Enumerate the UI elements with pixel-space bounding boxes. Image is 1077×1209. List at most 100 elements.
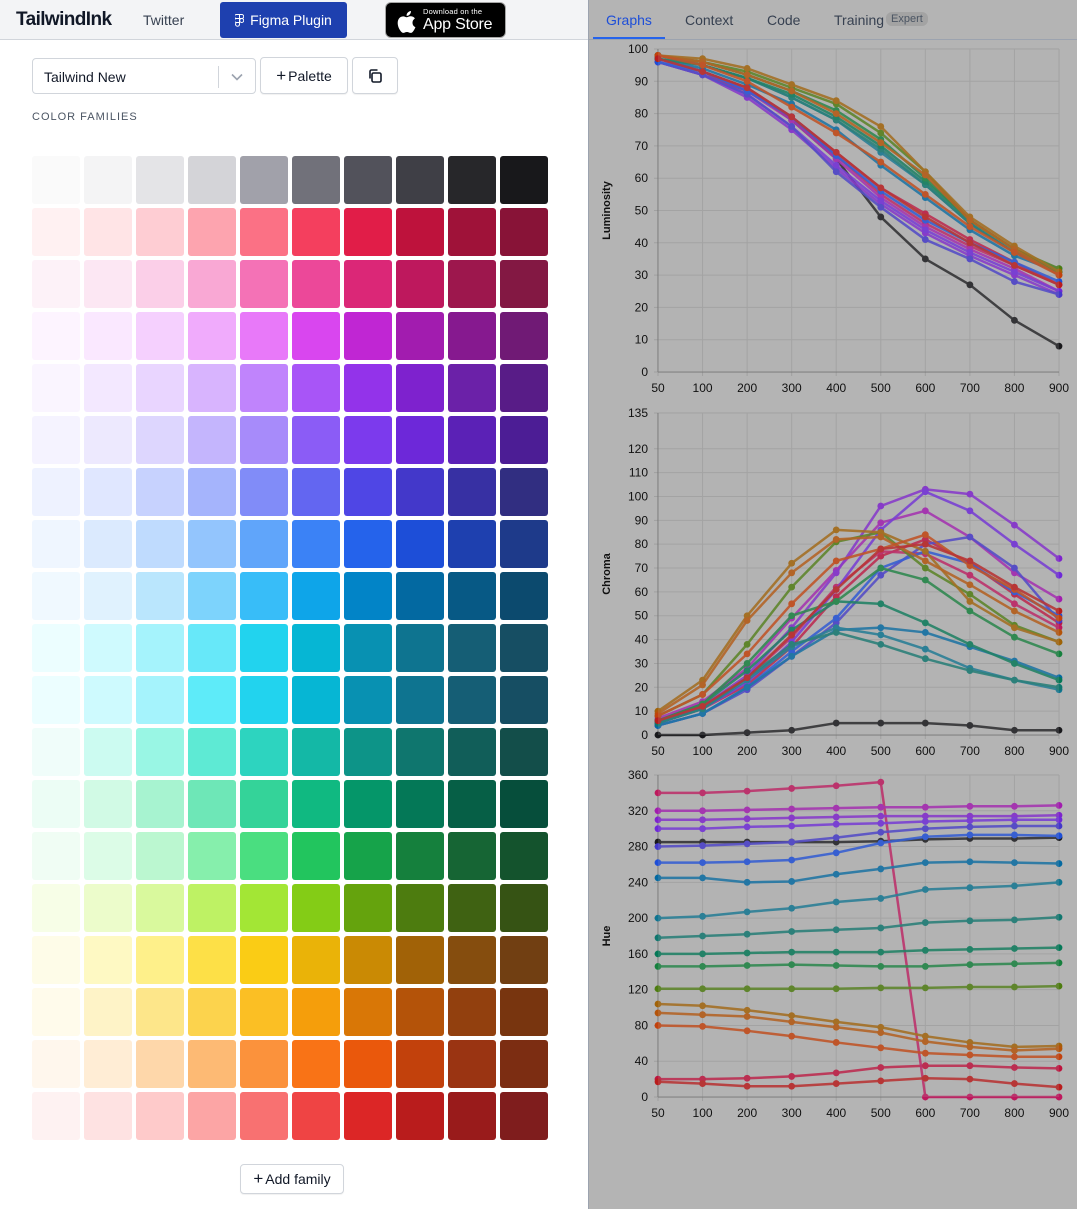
swatch-sky-2[interactable] bbox=[136, 572, 184, 620]
swatch-emerald-1[interactable] bbox=[84, 780, 132, 828]
swatch-fuchsia-3[interactable] bbox=[188, 312, 236, 360]
swatch-cyan-3[interactable] bbox=[188, 624, 236, 672]
swatch-amber-9[interactable] bbox=[500, 988, 548, 1036]
swatch-indigo-6[interactable] bbox=[344, 468, 392, 516]
swatch-sky-6[interactable] bbox=[344, 572, 392, 620]
tab-training[interactable]: Training bbox=[834, 12, 885, 28]
swatch-orange-4[interactable] bbox=[240, 1040, 288, 1088]
swatch-cyan-2-5[interactable] bbox=[292, 676, 340, 724]
tab-context[interactable]: Context bbox=[685, 12, 734, 28]
swatch-cyan-2-6[interactable] bbox=[344, 676, 392, 724]
swatch-yellow-1[interactable] bbox=[84, 936, 132, 984]
swatch-yellow-3[interactable] bbox=[188, 936, 236, 984]
swatch-green-6[interactable] bbox=[344, 832, 392, 880]
swatch-rose-2[interactable] bbox=[136, 208, 184, 256]
swatch-yellow-8[interactable] bbox=[448, 936, 496, 984]
swatch-violet-6[interactable] bbox=[344, 416, 392, 464]
swatch-sky-7[interactable] bbox=[396, 572, 444, 620]
swatch-cyan-7[interactable] bbox=[396, 624, 444, 672]
swatch-cyan-5[interactable] bbox=[292, 624, 340, 672]
swatch-orange-1[interactable] bbox=[84, 1040, 132, 1088]
swatch-amber-3[interactable] bbox=[188, 988, 236, 1036]
swatch-cyan-1[interactable] bbox=[84, 624, 132, 672]
swatch-emerald-7[interactable] bbox=[396, 780, 444, 828]
swatch-lime-3[interactable] bbox=[188, 884, 236, 932]
swatch-blue-4[interactable] bbox=[240, 520, 288, 568]
swatch-sky-9[interactable] bbox=[500, 572, 548, 620]
swatch-teal-3[interactable] bbox=[188, 728, 236, 776]
swatch-red-0[interactable] bbox=[32, 1092, 80, 1140]
swatch-purple-0[interactable] bbox=[32, 364, 80, 412]
swatch-teal-1[interactable] bbox=[84, 728, 132, 776]
swatch-emerald-2[interactable] bbox=[136, 780, 184, 828]
swatch-purple-1[interactable] bbox=[84, 364, 132, 412]
swatch-sky-8[interactable] bbox=[448, 572, 496, 620]
swatch-purple-8[interactable] bbox=[448, 364, 496, 412]
swatch-cyan-2-2[interactable] bbox=[136, 676, 184, 724]
swatch-green-4[interactable] bbox=[240, 832, 288, 880]
swatch-cyan-2-3[interactable] bbox=[188, 676, 236, 724]
swatch-rose-9[interactable] bbox=[500, 208, 548, 256]
swatch-pink-3[interactable] bbox=[188, 260, 236, 308]
swatch-cyan-2[interactable] bbox=[136, 624, 184, 672]
swatch-pink-5[interactable] bbox=[292, 260, 340, 308]
swatch-zinc-5[interactable] bbox=[292, 156, 340, 204]
swatch-lime-6[interactable] bbox=[344, 884, 392, 932]
swatch-red-3[interactable] bbox=[188, 1092, 236, 1140]
swatch-indigo-2[interactable] bbox=[136, 468, 184, 516]
swatch-indigo-7[interactable] bbox=[396, 468, 444, 516]
swatch-cyan-2-9[interactable] bbox=[500, 676, 548, 724]
swatch-red-1[interactable] bbox=[84, 1092, 132, 1140]
add-palette-button[interactable]: + Palette bbox=[260, 57, 348, 94]
swatch-cyan-9[interactable] bbox=[500, 624, 548, 672]
swatch-emerald-5[interactable] bbox=[292, 780, 340, 828]
swatch-green-3[interactable] bbox=[188, 832, 236, 880]
swatch-cyan-2-4[interactable] bbox=[240, 676, 288, 724]
tab-graphs[interactable]: Graphs bbox=[606, 12, 652, 28]
swatch-emerald-4[interactable] bbox=[240, 780, 288, 828]
swatch-blue-0[interactable] bbox=[32, 520, 80, 568]
twitter-link[interactable]: Twitter bbox=[143, 12, 185, 28]
swatch-red-2[interactable] bbox=[136, 1092, 184, 1140]
swatch-yellow-7[interactable] bbox=[396, 936, 444, 984]
swatch-zinc-7[interactable] bbox=[396, 156, 444, 204]
swatch-teal-8[interactable] bbox=[448, 728, 496, 776]
swatch-pink-4[interactable] bbox=[240, 260, 288, 308]
swatch-emerald-8[interactable] bbox=[448, 780, 496, 828]
swatch-rose-4[interactable] bbox=[240, 208, 288, 256]
swatch-purple-5[interactable] bbox=[292, 364, 340, 412]
swatch-amber-7[interactable] bbox=[396, 988, 444, 1036]
swatch-blue-1[interactable] bbox=[84, 520, 132, 568]
swatch-indigo-0[interactable] bbox=[32, 468, 80, 516]
swatch-green-5[interactable] bbox=[292, 832, 340, 880]
swatch-emerald-3[interactable] bbox=[188, 780, 236, 828]
swatch-fuchsia-9[interactable] bbox=[500, 312, 548, 360]
copy-palette-button[interactable] bbox=[352, 57, 398, 94]
swatch-violet-7[interactable] bbox=[396, 416, 444, 464]
swatch-orange-0[interactable] bbox=[32, 1040, 80, 1088]
swatch-sky-1[interactable] bbox=[84, 572, 132, 620]
swatch-rose-8[interactable] bbox=[448, 208, 496, 256]
swatch-teal-0[interactable] bbox=[32, 728, 80, 776]
swatch-orange-7[interactable] bbox=[396, 1040, 444, 1088]
tab-code[interactable]: Code bbox=[767, 12, 801, 28]
swatch-pink-7[interactable] bbox=[396, 260, 444, 308]
swatch-amber-4[interactable] bbox=[240, 988, 288, 1036]
swatch-fuchsia-7[interactable] bbox=[396, 312, 444, 360]
swatch-zinc-1[interactable] bbox=[84, 156, 132, 204]
swatch-purple-6[interactable] bbox=[344, 364, 392, 412]
swatch-pink-9[interactable] bbox=[500, 260, 548, 308]
swatch-fuchsia-2[interactable] bbox=[136, 312, 184, 360]
swatch-yellow-6[interactable] bbox=[344, 936, 392, 984]
swatch-sky-3[interactable] bbox=[188, 572, 236, 620]
swatch-lime-0[interactable] bbox=[32, 884, 80, 932]
swatch-amber-8[interactable] bbox=[448, 988, 496, 1036]
swatch-indigo-5[interactable] bbox=[292, 468, 340, 516]
swatch-sky-5[interactable] bbox=[292, 572, 340, 620]
swatch-teal-9[interactable] bbox=[500, 728, 548, 776]
swatch-rose-5[interactable] bbox=[292, 208, 340, 256]
swatch-emerald-0[interactable] bbox=[32, 780, 80, 828]
swatch-lime-9[interactable] bbox=[500, 884, 548, 932]
swatch-cyan-2-7[interactable] bbox=[396, 676, 444, 724]
swatch-cyan-4[interactable] bbox=[240, 624, 288, 672]
